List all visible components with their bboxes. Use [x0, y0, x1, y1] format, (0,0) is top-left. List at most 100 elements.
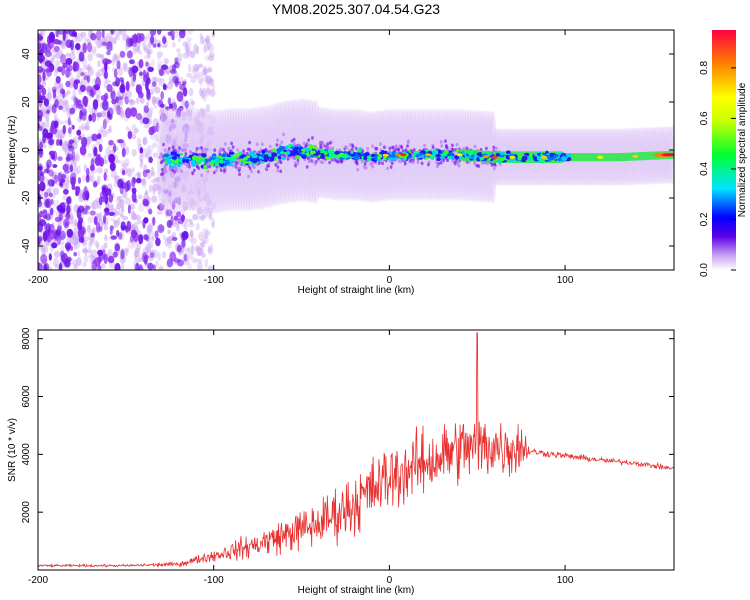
noise-speckle — [75, 153, 80, 162]
noise-speckle — [181, 248, 189, 257]
noise-speckle — [154, 133, 159, 142]
noise-blob — [90, 232, 95, 238]
noise-blob — [89, 210, 96, 216]
noise-blob — [55, 76, 61, 84]
noise-speckle — [200, 111, 207, 119]
noise-blob — [116, 229, 120, 237]
noise-speckle — [197, 247, 203, 256]
signal-scatter — [161, 167, 164, 172]
snr-y-ticks: 2000 4000 6000 8000 — [21, 327, 674, 523]
noise-speckle — [148, 230, 155, 240]
noise-blob — [73, 251, 77, 257]
noise-blob — [183, 137, 187, 143]
signal-blob — [190, 159, 196, 164]
signal-scatter — [290, 139, 294, 143]
noise-speckle — [163, 57, 168, 65]
noise-speckle — [53, 71, 58, 77]
noise-blob — [46, 164, 50, 174]
noise-blob — [135, 177, 142, 184]
noise-blob — [101, 41, 108, 46]
signal-blob — [424, 156, 429, 160]
noise-speckle — [118, 67, 124, 77]
noise-blob — [165, 134, 172, 144]
noise-blob — [172, 76, 180, 84]
noise-blob — [66, 204, 71, 214]
noise-speckle — [145, 243, 152, 253]
noise-speckle — [201, 183, 207, 190]
noise-blob — [52, 164, 58, 168]
noise-blob — [77, 177, 82, 184]
signal-scatter — [184, 152, 188, 156]
noise-speckle — [189, 202, 193, 209]
noise-speckle — [73, 158, 77, 169]
noise-speckle — [199, 197, 206, 202]
noise-speckle — [95, 71, 101, 78]
signal-blob — [182, 158, 186, 164]
noise-blob — [108, 139, 114, 146]
noise-blob — [45, 223, 52, 233]
noise-speckle — [146, 227, 152, 237]
signal-scatter — [457, 160, 460, 165]
noise-speckle — [90, 175, 95, 183]
signal-blob — [455, 149, 460, 153]
noise-speckle — [66, 177, 71, 184]
noise-speckle — [84, 65, 90, 71]
noise-blob — [162, 83, 167, 91]
noise-blob — [121, 147, 126, 158]
noise-speckle — [120, 110, 125, 118]
noise-speckle — [61, 183, 69, 190]
noise-blob — [65, 155, 72, 162]
noise-blob — [174, 197, 179, 204]
noise-speckle — [82, 248, 89, 254]
noise-speckle — [86, 64, 90, 71]
noise-speckle — [106, 201, 110, 209]
noise-speckle — [199, 214, 206, 222]
colorbar-label: Normalized spectral amplitude — [737, 82, 748, 217]
noise-speckle — [181, 182, 185, 191]
noise-blob — [108, 193, 114, 203]
noise-speckle — [113, 174, 119, 182]
noise-blob — [71, 124, 75, 130]
signal-scatter — [197, 146, 201, 151]
noise-blob — [115, 77, 120, 87]
signal-scatter — [356, 167, 360, 172]
noise-blob — [143, 255, 148, 265]
noise-blob — [170, 118, 175, 124]
signal-blob — [278, 145, 285, 151]
signal-blob — [164, 153, 169, 158]
signal-scatter — [416, 160, 420, 165]
noise-blob — [48, 253, 52, 261]
noise-blob — [148, 208, 153, 215]
noise-speckle — [148, 184, 153, 193]
noise-speckle — [61, 140, 69, 150]
noise-speckle — [45, 119, 50, 129]
noise-blob — [142, 69, 146, 78]
noise-speckle — [167, 229, 171, 235]
noise-blob — [44, 98, 49, 106]
noise-blob — [65, 80, 71, 88]
signal-scatter — [337, 159, 340, 164]
noise-speckle — [166, 236, 173, 245]
noise-speckle — [158, 78, 165, 83]
noise-speckle — [73, 263, 78, 269]
noise-speckle — [66, 89, 71, 95]
noise-speckle — [118, 30, 122, 35]
noise-speckle — [145, 152, 149, 159]
signal-blob — [565, 153, 572, 157]
noise-blob — [125, 107, 132, 119]
signal-scatter — [451, 143, 454, 148]
signal-blob — [521, 155, 528, 161]
noise-blob — [116, 105, 121, 116]
signal-scatter — [313, 162, 317, 166]
noise-speckle — [107, 249, 113, 258]
noise-speckle — [189, 50, 196, 58]
noise-blob — [38, 200, 43, 208]
noise-speckle — [195, 119, 201, 125]
noise-blob — [38, 91, 42, 101]
noise-blob — [102, 118, 107, 130]
noise-speckle — [195, 120, 202, 127]
noise-blob — [65, 57, 73, 66]
snr-panel: -200 -100 0 100 2000 4000 6000 8000 Height of … — [7, 327, 675, 596]
noise-speckle — [187, 251, 194, 260]
